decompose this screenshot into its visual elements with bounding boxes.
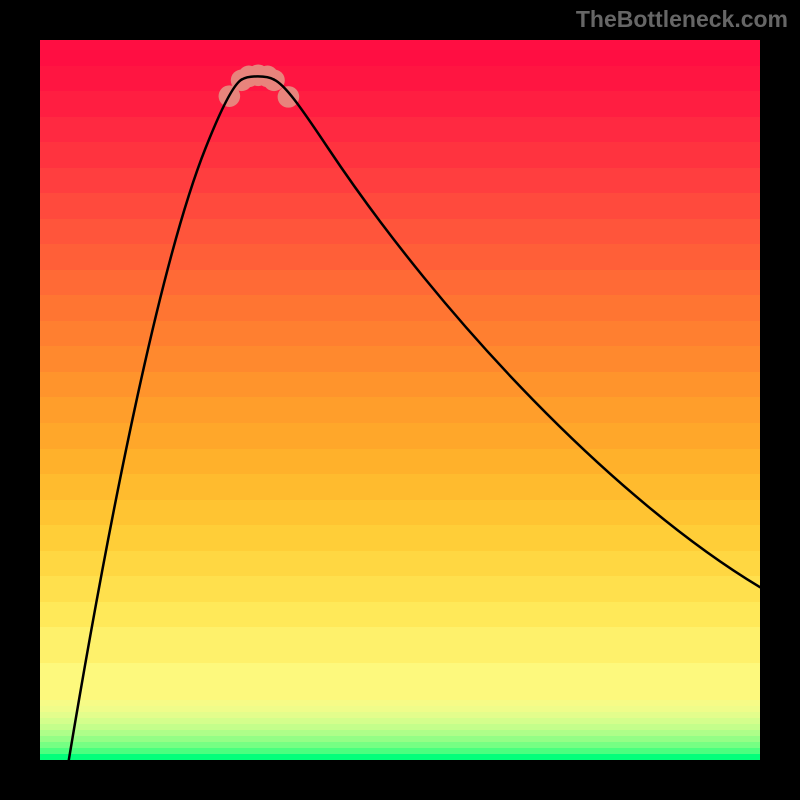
watermark-text: TheBottleneck.com: [576, 6, 788, 33]
plot-area: [40, 40, 760, 760]
curve-left: [69, 80, 242, 760]
marker-right-1: [278, 86, 300, 108]
curve-right: [274, 80, 760, 588]
chart-canvas: TheBottleneck.com: [0, 0, 800, 800]
bottleneck-curve: [40, 40, 760, 760]
